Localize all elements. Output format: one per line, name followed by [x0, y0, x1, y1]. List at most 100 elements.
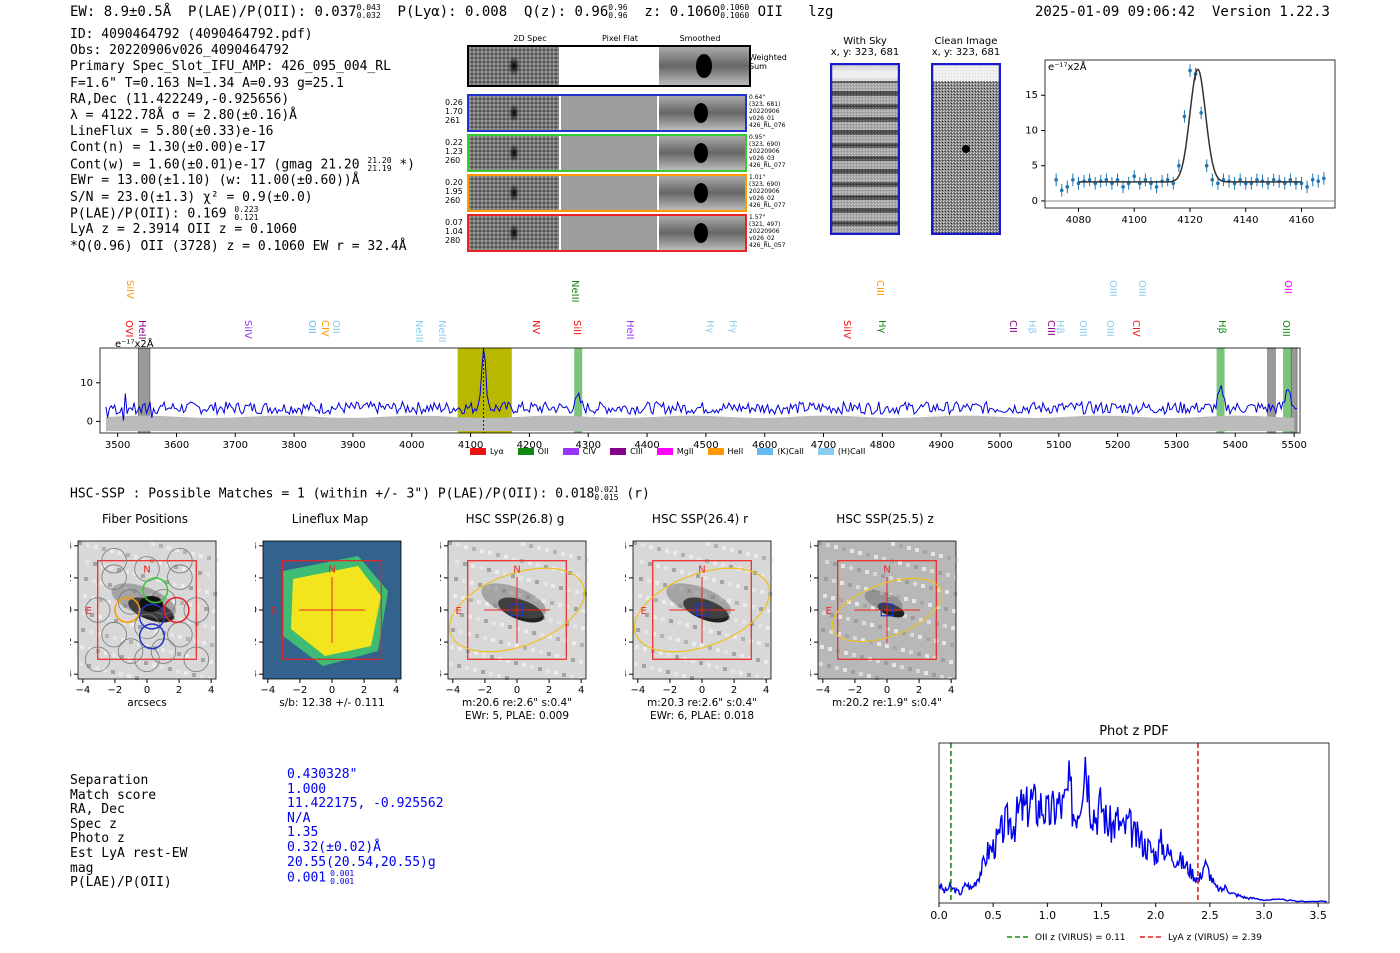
cutout-noise — [87, 664, 91, 668]
cutout-noise — [724, 650, 728, 654]
spectrum-xtick-label: 4700 — [811, 440, 836, 451]
cutout-noise — [660, 634, 664, 638]
cutout-noise — [516, 627, 520, 631]
cutout-noise — [161, 648, 165, 652]
cutout-noise — [760, 590, 764, 594]
cutout-noise — [703, 593, 707, 597]
cutout-noise — [905, 580, 909, 584]
cutout-noise — [201, 658, 205, 662]
cutout-noise — [850, 549, 854, 553]
cutout-noise — [945, 590, 949, 594]
cutout-noise — [671, 585, 675, 589]
cutout-noise — [766, 626, 770, 630]
cutout-noise — [197, 588, 201, 592]
cutout-xtick-label: −2 — [293, 685, 308, 696]
cutout-noise — [213, 592, 217, 596]
header-plae-hi: 0.043 — [356, 3, 381, 12]
info-plae-lo: 0.121 — [234, 212, 259, 222]
cutout-ytick-label: 4 — [70, 669, 72, 680]
photz-xtick-label: 3.5 — [1309, 909, 1327, 922]
cutout-plot: N E −4 −2 0 2 4 4 2 0 −2 −4 arcsecs — [70, 540, 219, 709]
cutout-noise — [647, 579, 651, 583]
zoom-ytick-label: 15 — [1025, 90, 1038, 101]
fiber-row-image — [469, 216, 745, 250]
info-contn: Cont(n) = 1.30(±0.00)e-17 — [70, 140, 266, 156]
match-plae-lo: 0.001 — [330, 877, 355, 887]
header-qz: Q(z): 0.96 — [523, 4, 609, 20]
info-qline: *Q(0.96) OII (3728) z = 0.1060 EW r = 32… — [70, 238, 407, 254]
cutout-noise — [827, 664, 831, 668]
cutout-noise — [906, 563, 910, 567]
cutout-noise — [538, 667, 542, 671]
cutout-noise — [479, 566, 483, 570]
cutout-noise — [706, 542, 710, 546]
legend-swatch — [517, 448, 534, 455]
north-label: N — [698, 565, 705, 576]
cutout-noise — [830, 613, 834, 617]
weighted-sum-row — [467, 45, 751, 87]
info-contw: Cont(w) = 1.60(±0.01)e-17 (gmag 21.20 21… — [70, 156, 415, 174]
cutout-noise — [924, 671, 928, 675]
cutout-noise — [190, 569, 194, 573]
cutout-noise — [124, 587, 128, 591]
emission-line-label: OII — [1282, 280, 1294, 294]
cutout-noise — [576, 573, 580, 577]
cutout-noise — [585, 558, 589, 562]
spectrum-error-band — [105, 415, 1295, 432]
legend-label: HeII — [727, 447, 744, 456]
cutout-noise — [863, 604, 867, 608]
fiber-meta-line: (321, 497) — [749, 221, 781, 228]
emission-line-label: CIII — [874, 280, 886, 296]
cutout-ytick-label: 4 — [810, 541, 812, 552]
cutout-noise — [866, 553, 870, 557]
info-contw-lo: 21.19 — [367, 163, 392, 173]
cutout-noise — [485, 602, 489, 606]
cutout-xtick-label: 0 — [514, 685, 520, 696]
cutout-caption-1: s/b: 12.38 +/- 0.111 — [279, 697, 384, 709]
cutout-noise — [106, 617, 110, 621]
fiber-row-image — [469, 176, 745, 210]
spectrum-legend-item: HeII — [707, 447, 744, 456]
cutout-noise — [574, 607, 578, 611]
legend-label: CIV — [582, 447, 597, 456]
cutout-noise — [673, 551, 677, 555]
zoom-model-curve — [1078, 68, 1302, 183]
cutout-noise — [510, 591, 514, 595]
cutout-noise — [750, 622, 754, 626]
cutout-noise — [646, 596, 650, 600]
cutout-noise — [569, 554, 573, 558]
spectrum-xtick-label: 3900 — [340, 440, 365, 451]
cutout-noise — [125, 570, 129, 574]
cutout-noise — [720, 580, 724, 584]
cutout-noise — [88, 647, 92, 651]
aperture-box — [837, 560, 937, 660]
cutout-noise — [581, 626, 585, 630]
photz-xtick-label: 1.0 — [1039, 909, 1057, 922]
cutout-noise — [752, 588, 756, 592]
zoom-data-point — [1288, 178, 1293, 182]
cutout-noise — [644, 630, 648, 634]
match-value-row: 1.000 — [287, 782, 444, 798]
cutout-noise — [172, 599, 176, 603]
hsc-summary-lo: 0.015 — [594, 493, 619, 502]
spectrum-xtick-label: 4300 — [576, 440, 601, 451]
cutout-noise — [527, 578, 531, 582]
cutout-xtick-label: −4 — [630, 685, 645, 696]
cutout-noise — [198, 571, 202, 575]
cutout-noise — [579, 660, 583, 664]
cutout-noise — [159, 544, 163, 548]
spectrum-legend-item: CIV — [562, 447, 597, 456]
cutout-noise — [195, 622, 199, 626]
cutout-noise — [733, 635, 737, 639]
cutout-noise — [126, 553, 130, 557]
zoom-data-point — [1104, 178, 1109, 182]
cutout-caption-1: m:20.2 re:1.9" s:0.4" — [832, 697, 942, 709]
cutout-noise — [470, 581, 474, 585]
clean-image-panel: Clean Image x, y: 323, 681 — [916, 36, 1016, 58]
cutout-noise — [691, 659, 695, 663]
cutout-noise — [862, 621, 866, 625]
cutout-noise — [152, 663, 156, 667]
legend-swatch — [562, 448, 579, 455]
match-value-row: 20.55(20.54,20.55)g — [287, 855, 444, 871]
cutout-noise — [692, 642, 696, 646]
